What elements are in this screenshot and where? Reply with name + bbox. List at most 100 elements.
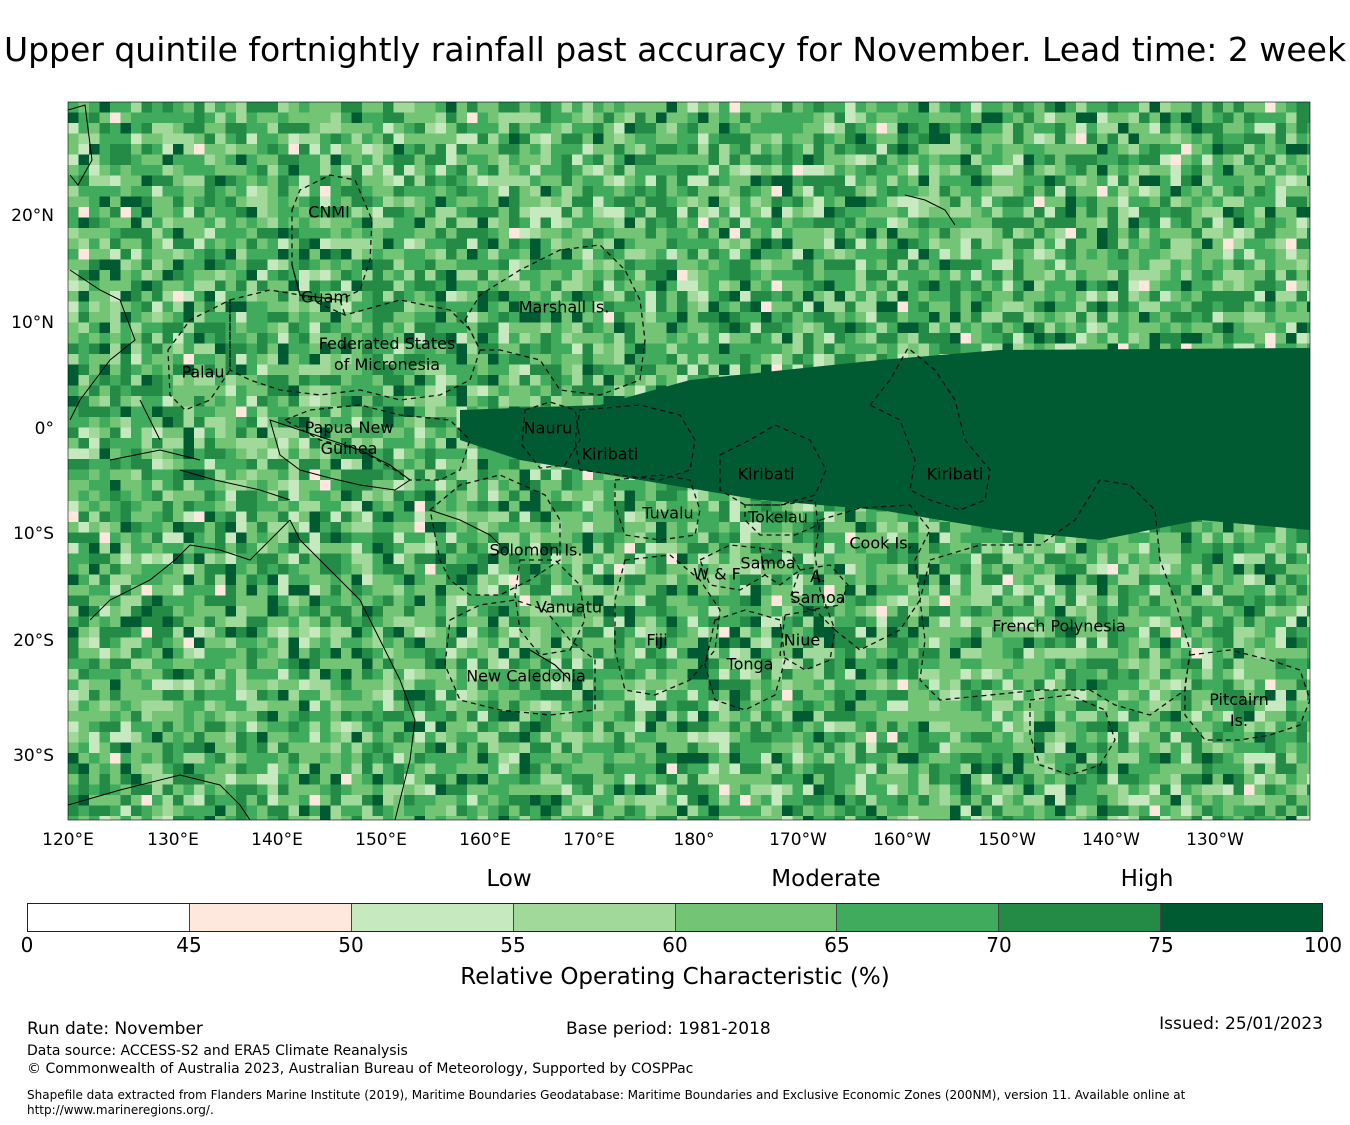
region-label-kiribati-east: Kiribati (926, 464, 984, 484)
coastline-australia (68, 519, 416, 820)
eez-new-caledonia (444, 599, 596, 716)
region-label-cnmi: CNMI (308, 202, 350, 222)
eez-png (283, 404, 471, 481)
category-moderate: Moderate (771, 866, 881, 892)
region-label-nauru: Nauru (523, 418, 573, 438)
lon-label-160e: 160°E (459, 830, 511, 850)
colorbar-tick-55: 55 (500, 933, 526, 957)
region-label-kiribati-central: Kiribati (737, 464, 795, 484)
lat-label-20s: 20°S (13, 631, 54, 651)
eez-fiji (614, 554, 721, 696)
eez-fsm (229, 289, 481, 401)
colorbar-tick-65: 65 (824, 933, 850, 957)
colorbar-segment-0-45 (28, 904, 190, 931)
lon-label-160w: 160°W (873, 830, 931, 850)
lon-label-120e: 120°E (42, 830, 94, 850)
lat-label-0: 0° (34, 419, 54, 439)
region-label-fiji: Fiji (646, 630, 668, 650)
lon-label-130w: 130°W (1186, 830, 1244, 850)
region-label-tuvalu: Tuvalu (642, 503, 694, 523)
colorbar-tick-50: 50 (338, 933, 364, 957)
eez-tuvalu (614, 474, 701, 541)
region-label-pitcairn: Pitcairn Is. (1209, 690, 1269, 730)
region-label-american-samoa: A. Samoa (790, 567, 846, 607)
lon-label-150w: 150°W (978, 830, 1036, 850)
eez-boundaries (68, 104, 1310, 820)
lon-label-180: 180° (673, 830, 715, 850)
lon-label-130e: 130°E (147, 830, 199, 850)
region-label-french-polynesia: French Polynesia (992, 616, 1126, 636)
region-label-cook: Cook Is. (849, 533, 913, 553)
region-label-niue: Niue (783, 630, 821, 650)
eez-niue (779, 609, 836, 671)
high-skill-band (460, 348, 1310, 540)
eez-kiribati-phoenix (719, 424, 827, 506)
eez-vanuatu (514, 559, 586, 656)
region-label-solomon: Solomon Is. (489, 540, 583, 560)
region-label-palau: Palau (181, 362, 225, 382)
eez-pitcairn (1184, 649, 1310, 741)
coastline-solomon (429, 509, 501, 546)
eez-kiribati-line (868, 347, 991, 511)
eez-kiribati-gilbert (574, 404, 696, 481)
eez-cook (814, 504, 931, 651)
colorbar-label: Relative Operating Characteristic (%) (460, 964, 890, 990)
eez-samoa (759, 547, 801, 586)
region-label-wallis-futuna: W & F (693, 564, 741, 584)
lat-label-10n: 10°N (11, 313, 54, 333)
region-label-kiribati-west: Kiribati (581, 444, 639, 464)
copyright: © Commonwealth of Australia 2023, Austra… (27, 1061, 694, 1077)
colorbar-tick-100: 100 (1303, 933, 1343, 957)
region-label-vanuatu: Vanuatu (535, 597, 603, 617)
lat-label-20n: 20°N (11, 206, 54, 226)
lon-label-140e: 140°E (251, 830, 303, 850)
colorbar-tick-45: 45 (176, 933, 202, 957)
colorbar-tick-75: 75 (1148, 933, 1174, 957)
lon-label-170w: 170°W (769, 830, 827, 850)
shapefile-credit: Shapefile data extracted from Flanders M… (27, 1088, 1186, 1117)
lon-label-170e: 170°E (563, 830, 615, 850)
map-title: Upper quintile fortnightly rainfall past… (3, 30, 1347, 69)
run-date: Run date: November (27, 1019, 203, 1039)
data-source: Data source: ACCESS-S2 and ERA5 Climate … (27, 1043, 408, 1059)
category-low: Low (486, 866, 532, 892)
lat-label-10s: 10°S (13, 524, 54, 544)
eez-tonga (704, 609, 786, 711)
coastline-new-guinea (269, 419, 411, 491)
issued-date: Issued: 25/01/2023 (1159, 1014, 1323, 1034)
colorbar-tick-70: 70 (986, 933, 1012, 957)
colorbar-segment-70-75 (999, 904, 1162, 931)
base-period: Base period: 1981-2018 (566, 1019, 771, 1039)
lat-label-30s: 30°S (13, 746, 54, 766)
eez-cnmi (291, 174, 373, 301)
lon-label-140w: 140°W (1082, 830, 1140, 850)
region-label-new-caledonia: New Caledonia (466, 666, 586, 686)
eez-american-samoa (789, 564, 849, 611)
colorbar (27, 903, 1323, 932)
coastline-hawaii (904, 194, 956, 226)
colorbar-segment-50-55 (351, 904, 514, 931)
colorbar-tick-0: 0 (20, 933, 34, 957)
region-label-marshall: Marshall Is. (518, 297, 610, 317)
eez-marshall (464, 244, 646, 396)
eez-solomon (429, 474, 561, 596)
colorbar-segment-65-70 (837, 904, 1000, 931)
colorbar-segment-75-100 (1161, 904, 1322, 931)
category-high: High (1120, 866, 1174, 892)
region-label-guam: Guam (301, 287, 349, 307)
map-frame (67, 101, 1311, 821)
eez-french-polynesia-south (1029, 694, 1116, 776)
colorbar-segment-45-50 (189, 904, 352, 931)
coastline-asia (68, 104, 291, 501)
eez-nauru (521, 401, 581, 469)
coastline-new-caledonia (529, 649, 571, 681)
region-label-samoa: Samoa (740, 553, 796, 573)
eez-tokelau (744, 499, 819, 536)
region-label-tokelau: Tokelau (748, 507, 808, 527)
region-label-fsm: Federated States of Micronesia (318, 334, 456, 374)
region-label-tonga: Tonga (726, 654, 774, 674)
lon-label-150e: 150°E (355, 830, 407, 850)
colorbar-segment-55-60 (513, 904, 676, 931)
colorbar-tick-60: 60 (662, 933, 688, 957)
